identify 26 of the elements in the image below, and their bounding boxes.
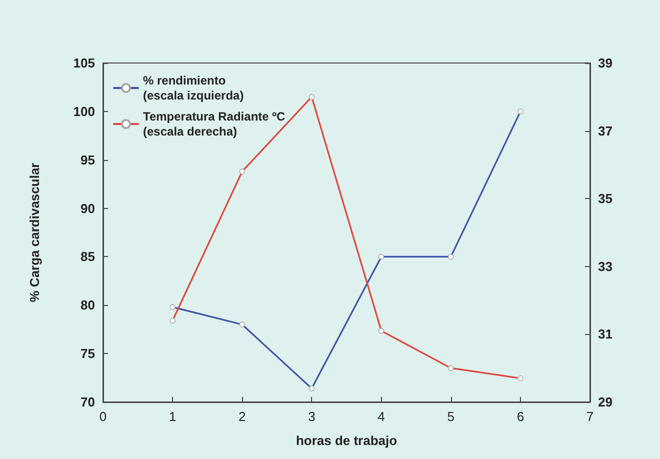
legend-label: Temperatura Radiante ºC (escala derecha): [143, 110, 286, 138]
y-tick-label: 80: [80, 298, 95, 313]
x-tick-label: 1: [168, 409, 176, 424]
y2-tick-label: 33: [598, 258, 612, 274]
y-tick-label: 105: [73, 56, 95, 70]
x-tick-label: 7: [586, 409, 594, 424]
x-tick-label: 5: [447, 409, 454, 424]
y-tick-label: 95: [80, 152, 95, 168]
x-tick-label: 3: [308, 409, 316, 424]
x-tick-label: 2: [238, 409, 246, 424]
x-tick-label: 6: [516, 409, 524, 424]
y-tick-label: 100: [73, 104, 95, 119]
y-tick-label: 70: [80, 394, 95, 410]
y-axis-title: % Carga cardivascular: [27, 162, 42, 302]
x-axis-title: horas de trabajo: [296, 433, 398, 448]
x-tick-label: 0: [99, 409, 107, 424]
y2-tick-label: 29: [598, 394, 612, 410]
y-tick-label: 85: [80, 249, 95, 264]
y2-tick-label: 39: [598, 56, 612, 70]
y2-tick-label: 35: [598, 191, 612, 206]
y-tick-label: 90: [80, 200, 95, 216]
y2-tick-label: 31: [598, 326, 612, 342]
x-tick-label: 4: [378, 409, 385, 424]
y2-tick-label: 37: [598, 123, 612, 138]
legend-label: % rendimiento (escala izquierda): [143, 74, 244, 102]
y-tick-label: 75: [80, 346, 95, 362]
